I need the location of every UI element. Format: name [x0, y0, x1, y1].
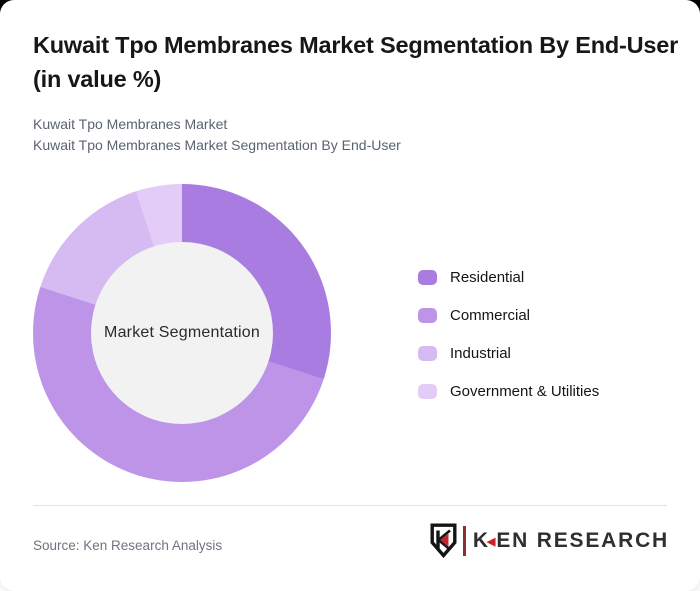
- page-title: Kuwait Tpo Membranes Market Segmentation…: [33, 32, 679, 92]
- footer-divider: [33, 505, 667, 506]
- legend-item: Government & Utilities: [418, 372, 599, 410]
- subtitle-line-2: Kuwait Tpo Membranes Market Segmentation…: [33, 137, 401, 153]
- legend-swatch: [418, 383, 437, 399]
- legend-item: Commercial: [418, 296, 599, 334]
- donut-center: Market Segmentation: [91, 242, 273, 424]
- logo-wordmark: K ◀ EN RESEARCH: [473, 529, 669, 553]
- logo-rest-text: EN RESEARCH: [496, 528, 669, 552]
- legend-swatch: [418, 345, 437, 361]
- ken-research-logo: K ◀ EN RESEARCH: [430, 523, 669, 558]
- red-triangle-icon: ◀: [486, 535, 496, 548]
- donut-chart: Market Segmentation: [33, 184, 331, 482]
- legend-label: Government & Utilities: [450, 382, 600, 400]
- legend-swatch: [418, 307, 437, 323]
- legend: Residential Commercial Industrial Governmen…: [418, 258, 599, 410]
- logo-k-letter: K: [472, 528, 490, 552]
- legend-label: Residential: [450, 268, 525, 286]
- subtitle-line-1: Kuwait Tpo Membranes Market: [33, 116, 228, 132]
- legend-item: Industrial: [418, 334, 599, 372]
- legend-label: Industrial: [450, 344, 511, 362]
- source-text: Source: Ken Research Analysis: [33, 538, 223, 553]
- legend-label: Commercial: [450, 306, 531, 324]
- ken-research-shield-icon: [430, 523, 457, 558]
- donut-center-label: Market Segmentation: [104, 324, 260, 341]
- logo-separator: [463, 525, 466, 556]
- legend-item: Residential: [418, 258, 599, 296]
- legend-swatch: [418, 269, 437, 285]
